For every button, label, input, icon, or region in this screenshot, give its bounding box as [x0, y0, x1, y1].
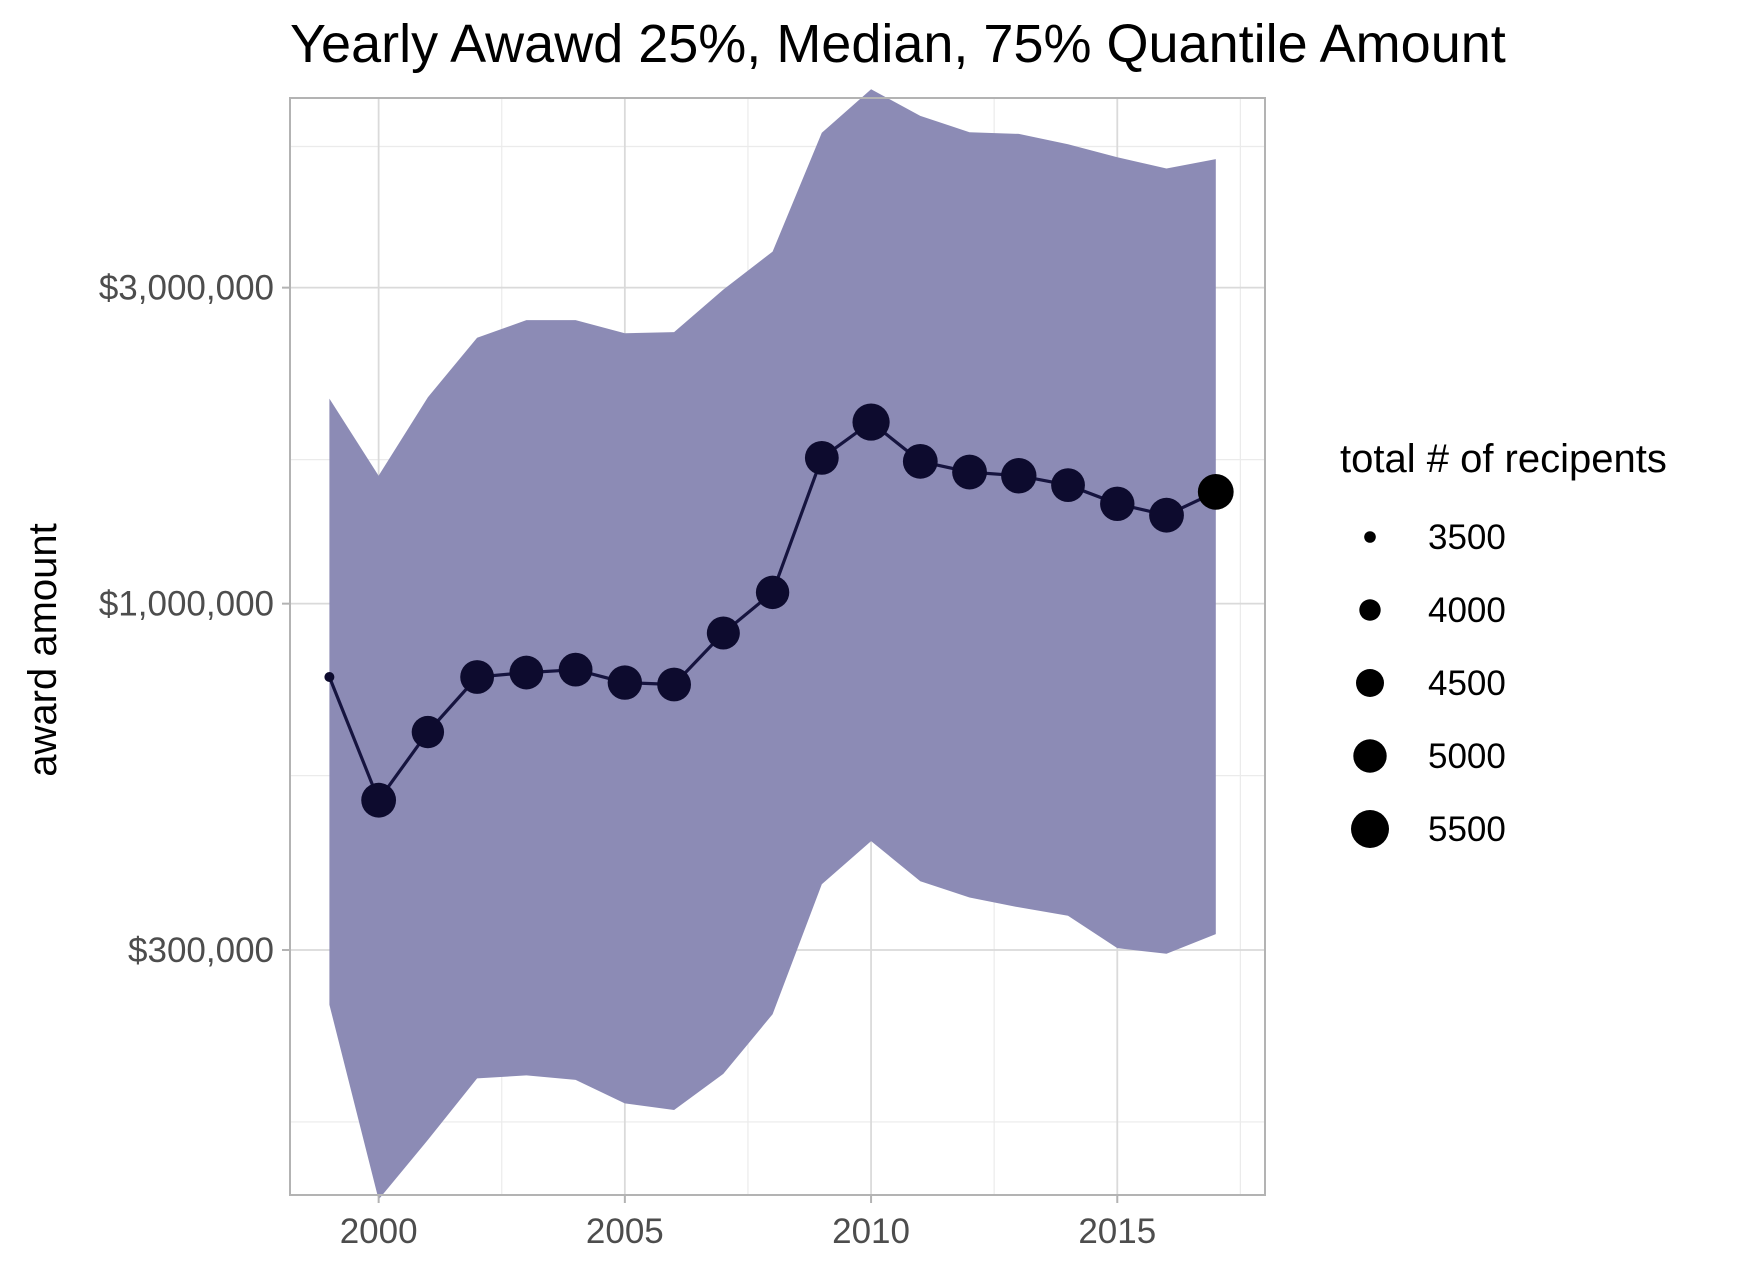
median-point-2002: [460, 660, 495, 694]
median-point-2001: [411, 715, 445, 749]
y-tick-label: $1,000,000: [99, 585, 274, 624]
legend-label: 5000: [1428, 737, 1506, 776]
x-tick-label: 2015: [1078, 1212, 1156, 1251]
legend-label: 5500: [1428, 810, 1506, 849]
legend-key: [1356, 669, 1384, 697]
median-point-2015: [1100, 486, 1135, 522]
median-point-2004: [558, 652, 593, 687]
plot-area: [289, 89, 1266, 1200]
legend-key: [1351, 810, 1389, 848]
median-point-2010: [852, 403, 890, 441]
chart-title: Yearly Awawd 25%, Median, 75% Quantile A…: [290, 14, 1506, 74]
panel-border: [289, 97, 1266, 1196]
x-axis: 2000 2005 2010 2015: [340, 1195, 1156, 1251]
legend-key: [1364, 531, 1376, 543]
median-point-2011: [902, 443, 938, 479]
x-tick-label: 2000: [340, 1212, 418, 1251]
y-tick-label: $3,000,000: [99, 269, 274, 308]
legend-label: 4000: [1428, 591, 1506, 630]
legend-label: 3500: [1428, 518, 1506, 557]
y-axis: $300,000 $1,000,000 $3,000,000: [99, 269, 290, 970]
median-point-2016: [1149, 497, 1184, 533]
quantile-band: [329, 89, 1216, 1200]
legend-title: total # of recipents: [1340, 437, 1667, 481]
legend-key: [1359, 599, 1381, 621]
y-tick-label: $300,000: [128, 931, 274, 970]
median-point-2000: [361, 782, 397, 818]
median-points: [324, 403, 1234, 818]
median-point-2003: [509, 655, 544, 690]
median-point-2014: [1051, 468, 1085, 503]
x-tick-label: 2010: [832, 1212, 910, 1251]
median-point-2005: [607, 665, 643, 700]
median-point-2013: [1001, 458, 1037, 494]
median-point-2007: [706, 616, 740, 650]
legend-key: [1353, 739, 1387, 773]
legend: total # of recipents 3500 4000 4500 5000 550…: [1340, 437, 1667, 849]
median-point-1999: [324, 671, 335, 682]
x-tick-label: 2005: [586, 1212, 664, 1251]
legend-label: 4500: [1428, 664, 1506, 703]
median-point-2008: [755, 575, 790, 610]
legend-entries: 3500 4000 4500 5000 5500: [1351, 518, 1506, 849]
y-axis-title: award amount: [21, 523, 65, 776]
median-point-2017: [1197, 473, 1234, 510]
median-point-2009: [804, 440, 839, 475]
median-point-2012: [952, 454, 987, 490]
median-point-2006: [657, 667, 691, 702]
